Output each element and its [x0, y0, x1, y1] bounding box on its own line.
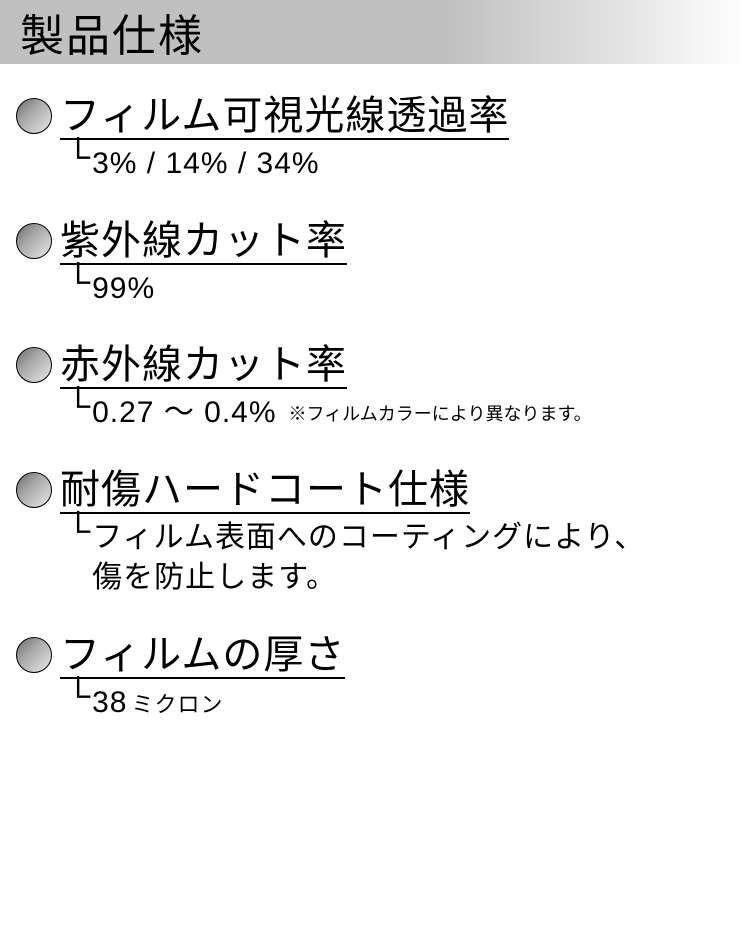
spec-title: フィルム可視光線透過率: [60, 94, 509, 140]
corner-icon: └: [66, 514, 90, 548]
spec-item: 赤外線カット率 └ 0.27 ～ 0.4% ※フィルムカラーにより異なります。: [16, 343, 734, 434]
spec-body: 赤外線カット率 └ 0.27 ～ 0.4% ※フィルムカラーにより異なります。: [60, 343, 734, 434]
bullet-icon: [16, 98, 52, 134]
spec-value: 0.27 ～ 0.4%: [92, 393, 276, 434]
header-bar: 製品仕様: [0, 0, 750, 64]
bullet-icon: [16, 637, 52, 673]
spec-value-row: └ 3% / 14% / 34%: [60, 144, 734, 185]
spec-body: 紫外線カット率 └ 99%: [60, 219, 734, 310]
spec-value: 38ミクロン: [92, 683, 223, 724]
corner-icon: └: [66, 389, 90, 423]
spec-body: 耐傷ハードコート仕様 └ フィルム表面へのコーティングにより、傷を防止します。: [60, 468, 734, 599]
corner-icon: └: [66, 140, 90, 174]
spec-value: フィルム表面へのコーティングにより、傷を防止します。: [92, 518, 645, 599]
spec-value: 3% / 14% / 34%: [92, 144, 319, 185]
thickness-number: 38: [92, 686, 127, 719]
spec-title: フィルムの厚さ: [60, 633, 345, 679]
spec-item: 耐傷ハードコート仕様 └ フィルム表面へのコーティングにより、傷を防止します。: [16, 468, 734, 599]
thickness-unit: ミクロン: [131, 692, 223, 717]
page-title: 製品仕様: [20, 0, 204, 64]
spec-item: フィルムの厚さ └ 38ミクロン: [16, 633, 734, 724]
spec-title: 紫外線カット率: [60, 219, 347, 265]
spec-value: 99%: [92, 269, 155, 310]
corner-icon: └: [66, 265, 90, 299]
bullet-icon: [16, 347, 52, 383]
spec-body: フィルム可視光線透過率 └ 3% / 14% / 34%: [60, 94, 734, 185]
spec-item: 紫外線カット率 └ 99%: [16, 219, 734, 310]
spec-title: 耐傷ハードコート仕様: [60, 468, 470, 514]
bullet-icon: [16, 223, 52, 259]
spec-value-row: └ フィルム表面へのコーティングにより、傷を防止します。: [60, 518, 734, 599]
corner-icon: └: [66, 679, 90, 713]
spec-value-row: └ 38ミクロン: [60, 683, 734, 724]
bullet-icon: [16, 472, 52, 508]
spec-value-row: └ 99%: [60, 269, 734, 310]
spec-note: ※フィルムカラーにより異なります。: [289, 400, 592, 426]
spec-value-row: └ 0.27 ～ 0.4% ※フィルムカラーにより異なります。: [60, 393, 734, 434]
spec-title: 赤外線カット率: [60, 343, 347, 389]
spec-body: フィルムの厚さ └ 38ミクロン: [60, 633, 734, 724]
spec-list: フィルム可視光線透過率 └ 3% / 14% / 34% 紫外線カット率 └ 9…: [0, 64, 750, 723]
spec-item: フィルム可視光線透過率 └ 3% / 14% / 34%: [16, 94, 734, 185]
